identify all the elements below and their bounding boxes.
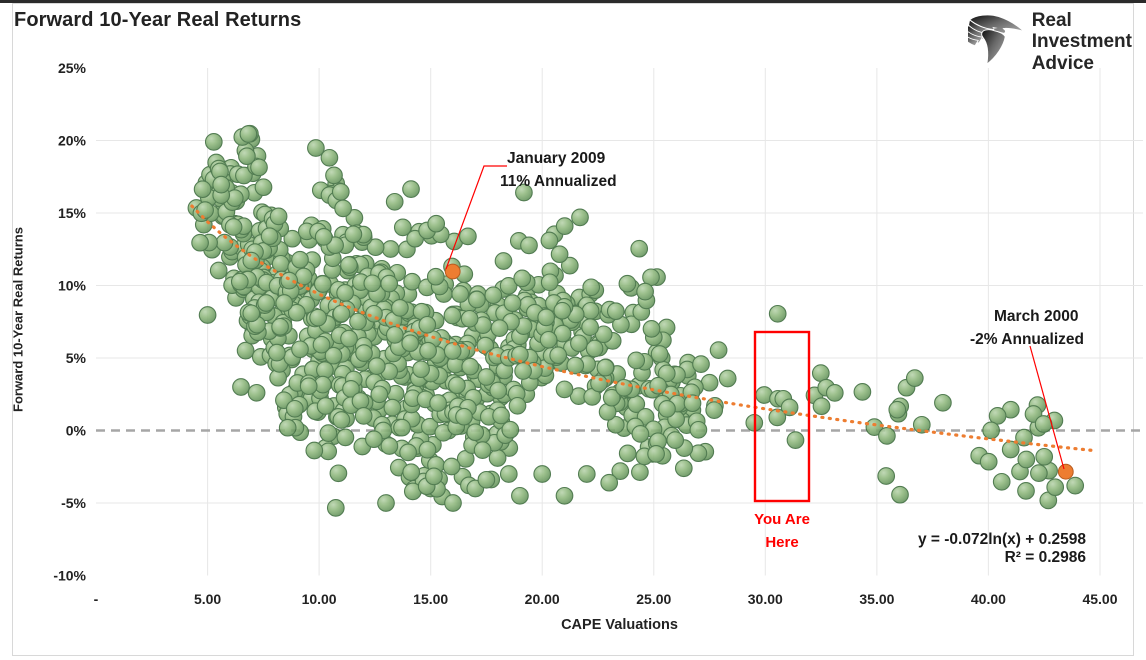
svg-text:January 2009: January 2009 bbox=[507, 150, 606, 167]
svg-text:-5%: -5% bbox=[61, 495, 86, 511]
svg-text:30.00: 30.00 bbox=[748, 591, 783, 607]
svg-text:10%: 10% bbox=[58, 278, 87, 294]
svg-text:5%: 5% bbox=[66, 350, 87, 366]
svg-text:-2% Annualized: -2% Annualized bbox=[970, 331, 1084, 348]
svg-text:y = -0.072ln(x) + 0.2598: y = -0.072ln(x) + 0.2598 bbox=[918, 531, 1086, 548]
svg-text:20%: 20% bbox=[58, 133, 87, 149]
svg-text:11% Annualized: 11% Annualized bbox=[500, 173, 617, 190]
svg-text:35.00: 35.00 bbox=[859, 591, 894, 607]
svg-text:25%: 25% bbox=[58, 60, 87, 76]
svg-text:10.00: 10.00 bbox=[302, 591, 337, 607]
svg-text:20.00: 20.00 bbox=[525, 591, 560, 607]
svg-text:25.00: 25.00 bbox=[636, 591, 671, 607]
svg-text:-: - bbox=[94, 591, 99, 607]
svg-text:5.00: 5.00 bbox=[194, 591, 221, 607]
svg-text:15%: 15% bbox=[58, 205, 87, 221]
svg-text:0%: 0% bbox=[66, 423, 87, 439]
svg-text:15.00: 15.00 bbox=[413, 591, 448, 607]
svg-text:March 2000: March 2000 bbox=[994, 308, 1078, 325]
svg-text:You Are: You Are bbox=[754, 511, 810, 528]
svg-text:R² = 0.2986: R² = 0.2986 bbox=[1005, 549, 1087, 566]
svg-text:Here: Here bbox=[765, 534, 798, 551]
svg-text:40.00: 40.00 bbox=[971, 591, 1006, 607]
svg-text:45.00: 45.00 bbox=[1082, 591, 1117, 607]
svg-text:-10%: -10% bbox=[53, 568, 86, 584]
